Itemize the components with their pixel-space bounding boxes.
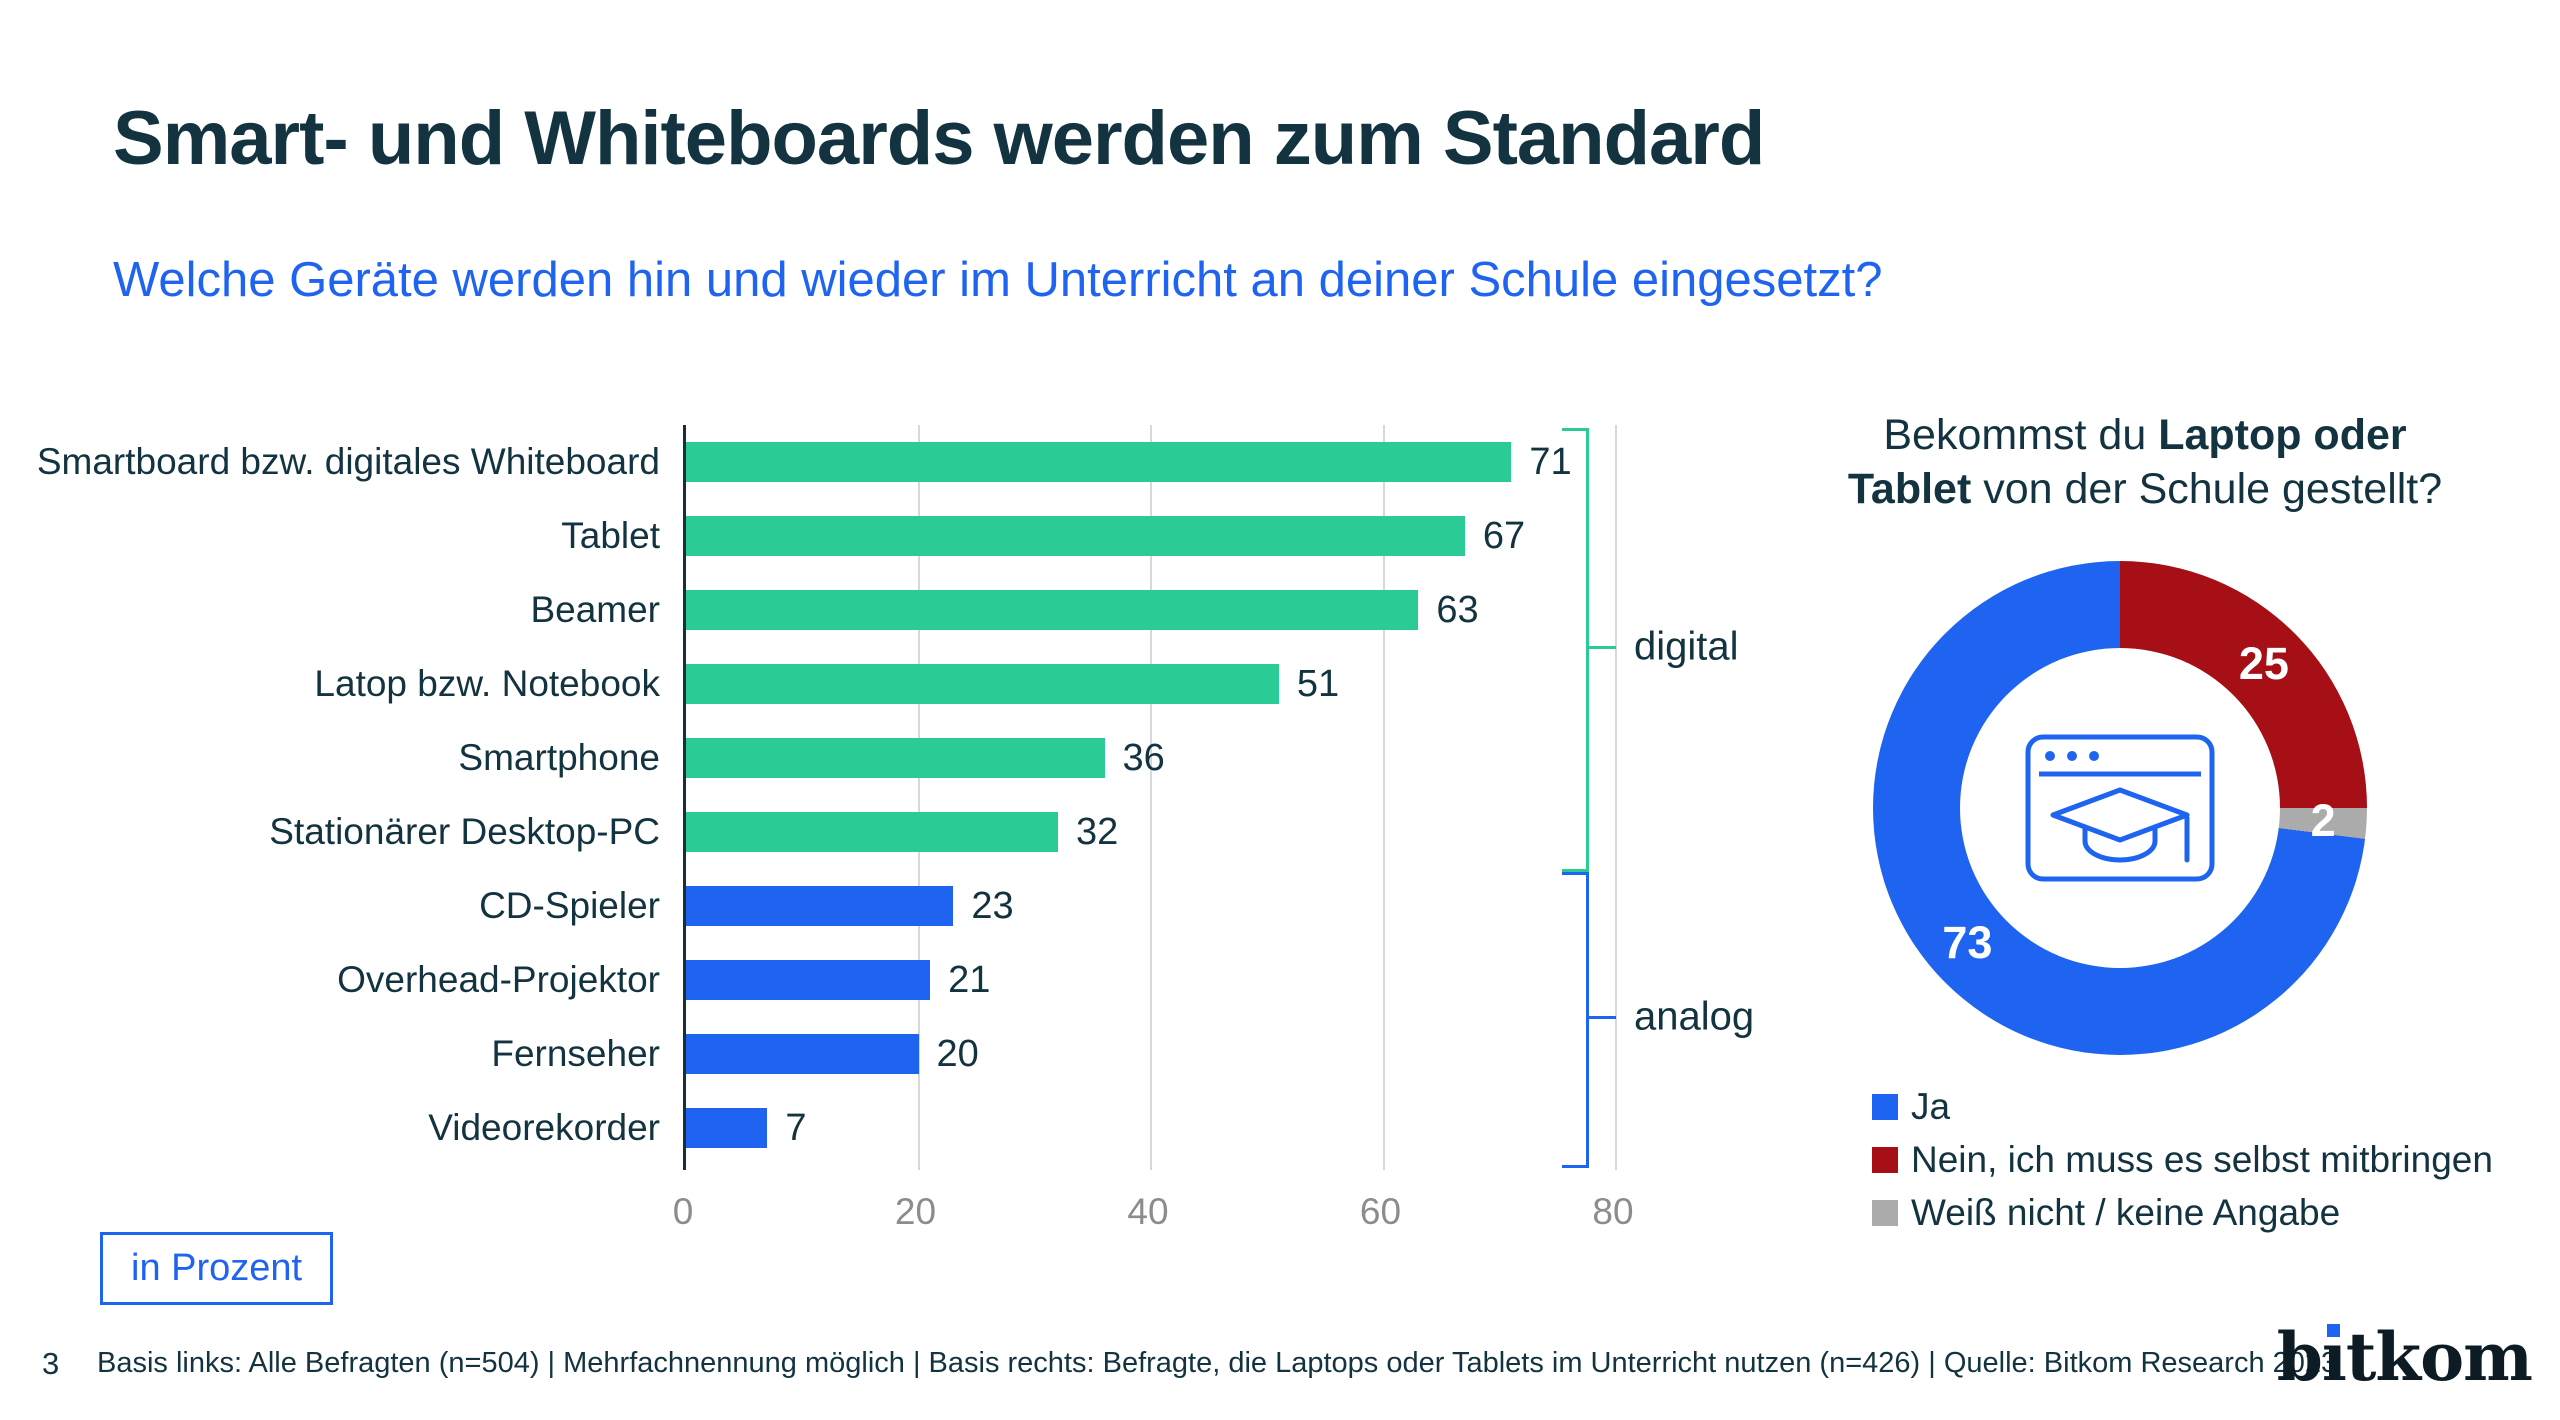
logo-text: b xyxy=(2276,1318,2323,1396)
x-axis-tick-label: 80 xyxy=(1592,1191,1634,1232)
legend-swatch xyxy=(1872,1200,1898,1226)
bitkom-logo: bı tkom xyxy=(2276,1318,2533,1396)
bar xyxy=(686,516,1465,556)
bar xyxy=(686,1034,919,1074)
donut-title-bold: Laptop oder xyxy=(2158,411,2407,459)
x-axis-tick-label: 0 xyxy=(672,1191,694,1232)
bar-value-label: 7 xyxy=(785,1106,807,1149)
donut-slice-value: 73 xyxy=(1942,916,1993,968)
bar-value-label: 67 xyxy=(1482,514,1526,557)
bar xyxy=(686,1108,768,1148)
donut-title-line1: Bekommst du Laptop oder xyxy=(1840,408,2450,462)
bar-category-label: Overhead-Projektor xyxy=(337,959,660,1000)
donut-chart: 25 2 73 xyxy=(1873,561,2367,1055)
donut-title: Bekommst du Laptop oder Tablet von der S… xyxy=(1840,408,2450,516)
source-note: Basis links: Alle Befragten (n=504) | Me… xyxy=(97,1347,2338,1379)
group-label-analog: analog xyxy=(1634,994,1755,1039)
page-subtitle: Welche Geräte werden hin und wieder im U… xyxy=(113,253,1883,307)
page-number: 3 xyxy=(42,1346,60,1381)
bar xyxy=(686,738,1105,778)
bar-value-label: 23 xyxy=(971,884,1014,927)
legend-swatch xyxy=(1872,1147,1898,1173)
donut-legend: Ja Nein, ich muss es selbst mitbringen Wei… xyxy=(1872,1086,2493,1245)
donut-title-text: Bekommst du xyxy=(1883,411,2159,459)
x-axis-tick-label: 40 xyxy=(1127,1191,1169,1232)
browser-window-graduation-cap-icon xyxy=(2025,734,2215,882)
bar-value-label: 71 xyxy=(1529,440,1572,483)
group-label-digital: digital xyxy=(1634,624,1739,669)
bar-category-label: Videorekorder xyxy=(428,1107,660,1148)
gridline xyxy=(1382,425,1385,1170)
donut-title-bold: Tablet xyxy=(1847,465,1972,513)
group-bracket-tick xyxy=(1586,645,1616,649)
donut-title-text: von der Schule gestellt? xyxy=(1971,465,2443,513)
bar-category-labels: Smartboard bzw. digitales Whiteboard Tabl… xyxy=(0,425,660,1170)
group-bracket-digital xyxy=(1562,428,1589,872)
legend-label: Weiß nicht / keine Angabe xyxy=(1911,1192,2341,1233)
bar-category-label: Tablet xyxy=(561,515,660,556)
gridline xyxy=(1615,425,1617,1170)
unit-label-box: in Prozent xyxy=(100,1232,334,1305)
bar-category-label: Beamer xyxy=(530,589,660,630)
legend-label: Ja xyxy=(1911,1086,1951,1127)
bar-value-label: 20 xyxy=(936,1032,979,1075)
x-axis-tick-label: 20 xyxy=(894,1191,937,1232)
donut-title-line2: Tablet von der Schule gestellt? xyxy=(1840,462,2450,516)
bar-category-label: CD-Spieler xyxy=(479,885,660,926)
legend-item: Weiß nicht / keine Angabe xyxy=(1872,1192,2493,1234)
donut-hole xyxy=(1960,648,2280,968)
legend-swatch xyxy=(1872,1094,1898,1120)
bar-category-label: Fernseher xyxy=(491,1033,660,1074)
bar-category-label: Latop bzw. Notebook xyxy=(314,663,660,704)
logo-text: tkom xyxy=(2345,1318,2533,1396)
bar xyxy=(686,664,1279,704)
logo-i: ı xyxy=(2322,1318,2347,1396)
x-axis-tick-label: 60 xyxy=(1359,1191,1402,1232)
legend-label: Nein, ich muss es selbst mitbringen xyxy=(1911,1139,2493,1180)
bar-category-label: Smartboard bzw. digitales Whiteboard xyxy=(36,441,660,482)
gridline xyxy=(917,425,920,1170)
donut-slice-value: 25 xyxy=(2238,638,2289,690)
group-bracket-analog xyxy=(1562,872,1589,1168)
bar xyxy=(686,442,1512,482)
bar-category-label: Stationärer Desktop-PC xyxy=(269,811,660,852)
bar xyxy=(686,886,954,926)
bar-value-label: 36 xyxy=(1122,736,1165,779)
bar-value-label: 51 xyxy=(1296,662,1340,705)
page-title: Smart- und Whiteboards werden zum Standa… xyxy=(113,96,1765,181)
legend-item: Nein, ich muss es selbst mitbringen xyxy=(1872,1139,2493,1181)
legend-item: Ja xyxy=(1872,1086,2493,1128)
bar xyxy=(686,812,1058,852)
donut-slice-value: 2 xyxy=(2310,794,2336,846)
bar-plot-area: 71 67 63 51 36 32 23 21 20 7 digital analog xyxy=(683,425,1754,1170)
bar xyxy=(686,960,931,1000)
bar-category-label: Smartphone xyxy=(458,737,660,778)
gridline xyxy=(1150,425,1152,1170)
bar-value-label: 21 xyxy=(948,958,991,1001)
group-bracket-tick xyxy=(1586,1015,1616,1019)
logo-i-dot xyxy=(2326,1324,2340,1337)
bar-value-label: 32 xyxy=(1076,810,1119,853)
bar xyxy=(686,590,1419,630)
bar-value-label: 63 xyxy=(1436,588,1479,631)
